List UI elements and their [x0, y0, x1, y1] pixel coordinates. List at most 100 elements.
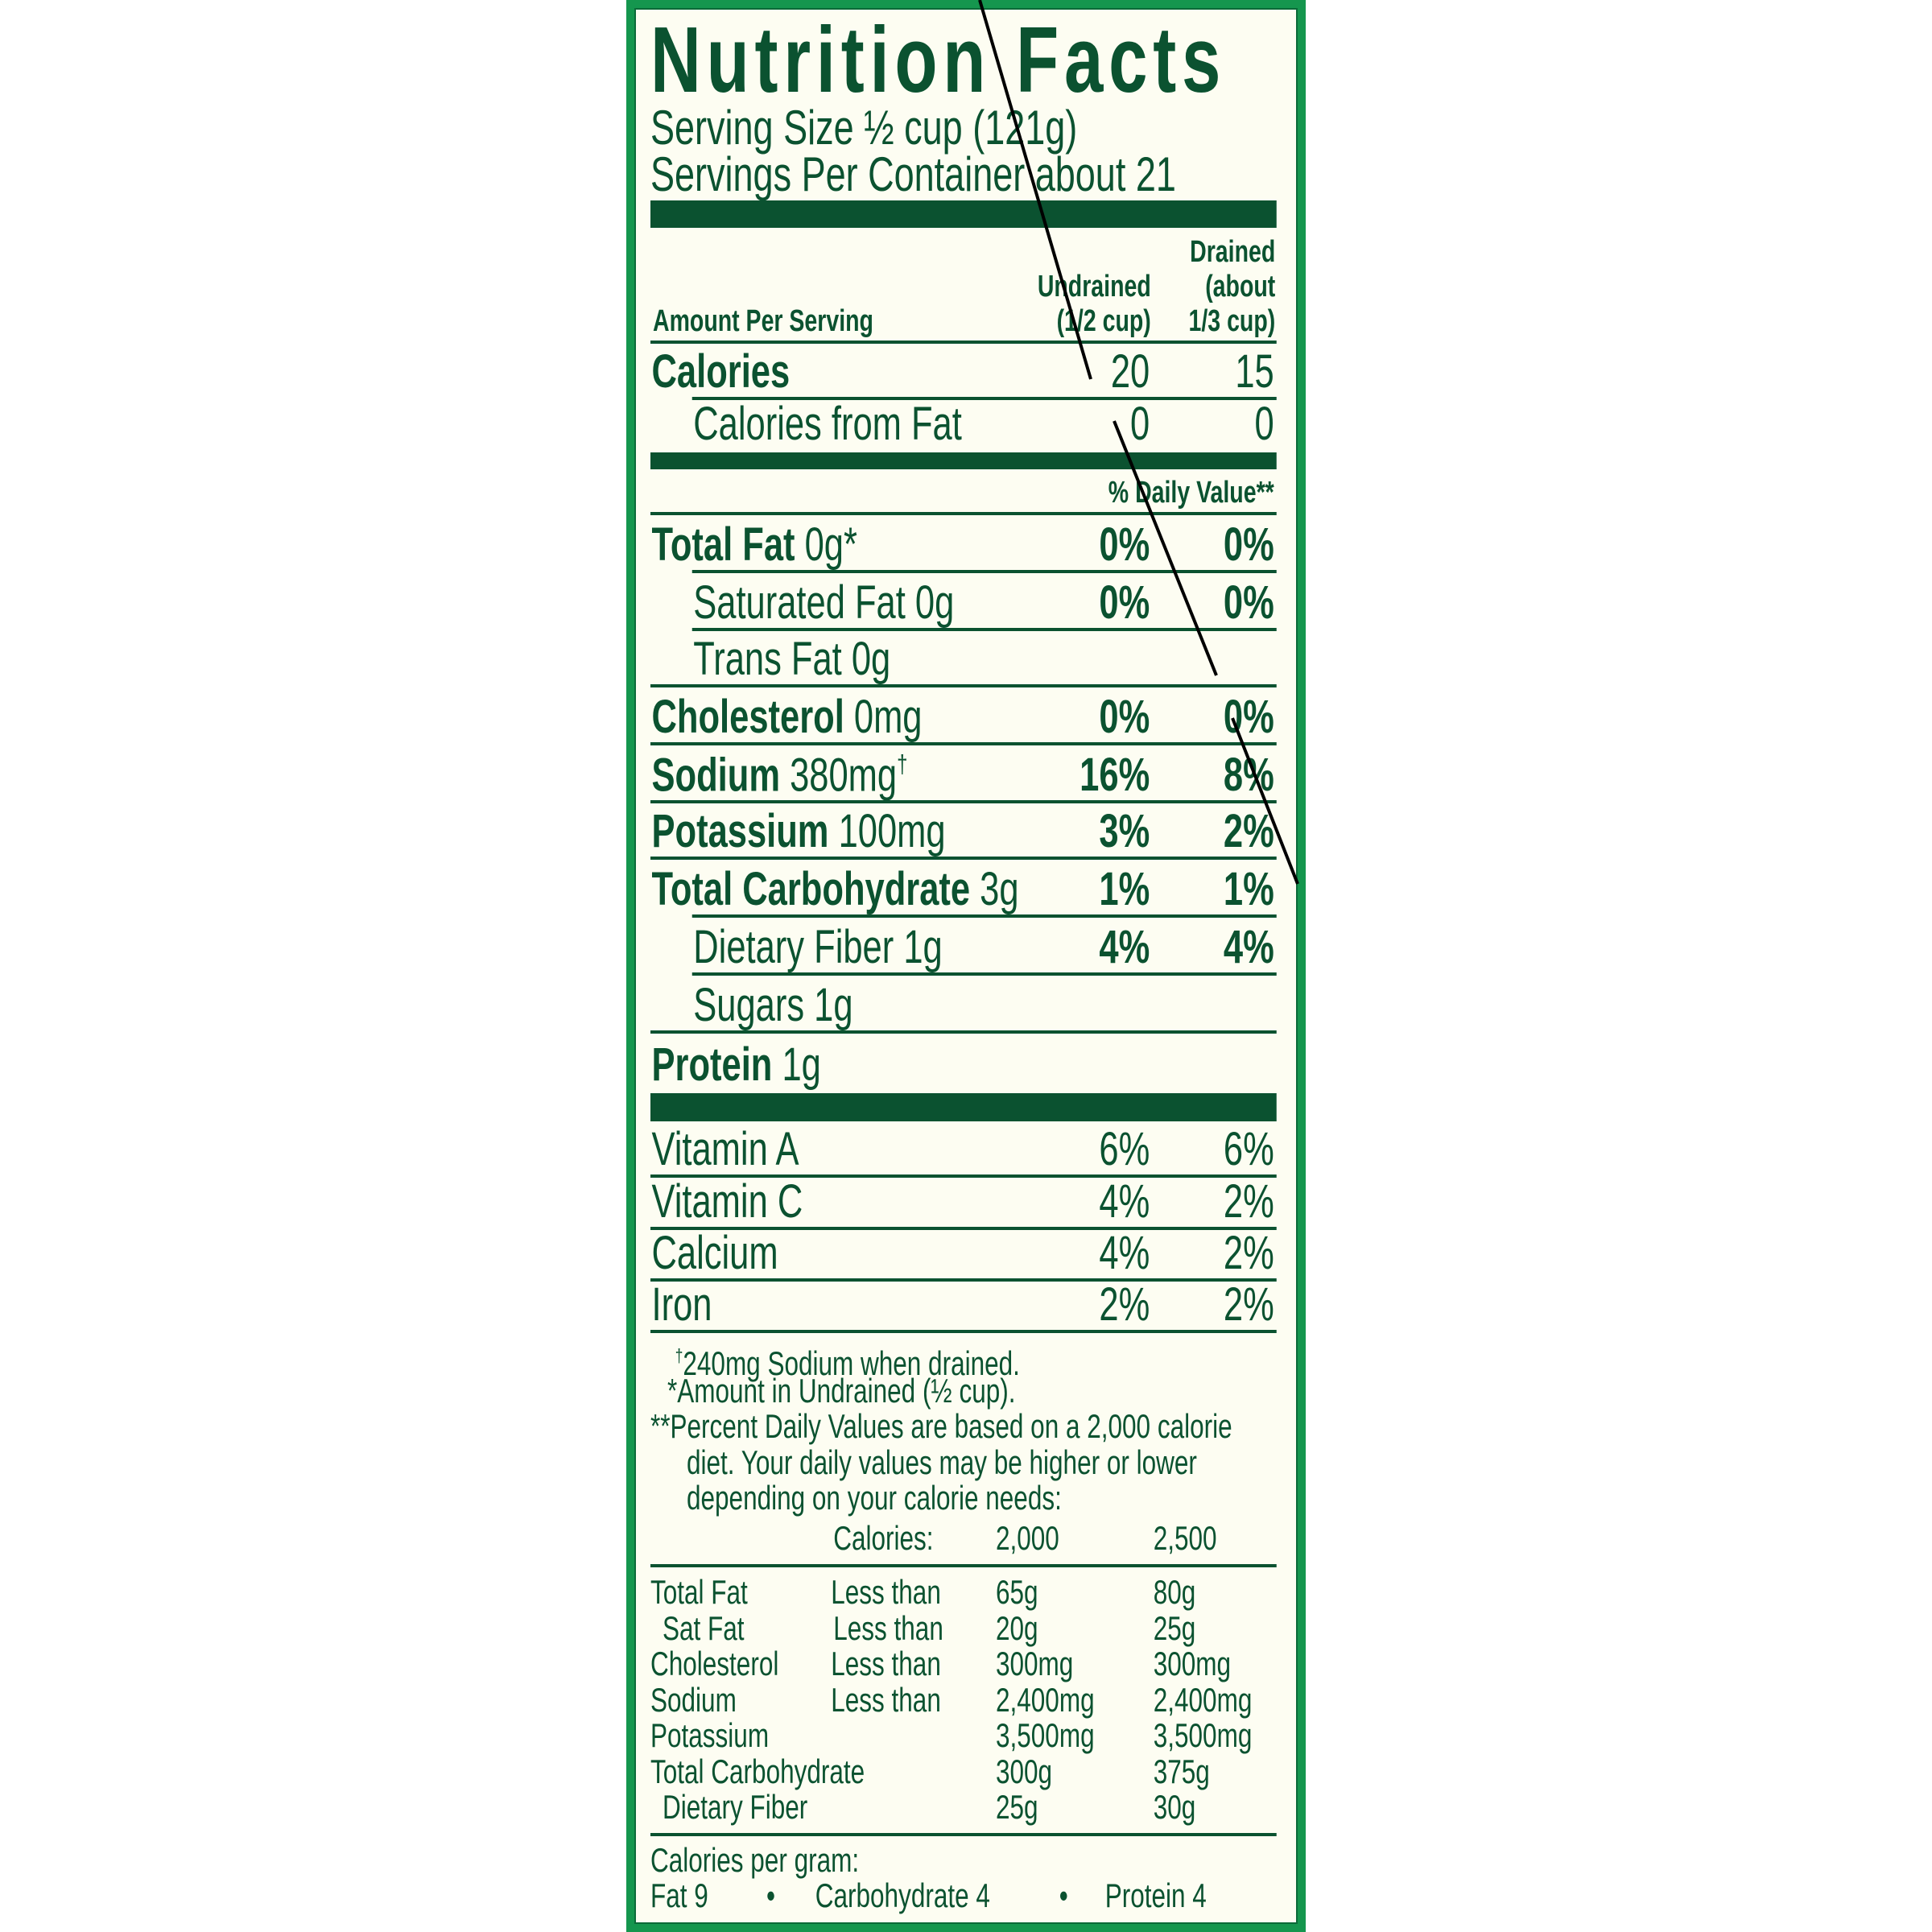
drained-value: 4% — [1223, 921, 1274, 973]
drained-value: 0% — [1223, 691, 1274, 743]
undrained-value: 0% — [1099, 518, 1150, 571]
nutrient-label: Sugars 1g — [693, 982, 852, 1029]
pdv-footnote-line: diet. Your daily values may be higher or… — [687, 1443, 1197, 1481]
divider — [650, 684, 1277, 687]
divider — [650, 742, 1277, 745]
undrained-value: 0% — [1099, 691, 1150, 743]
nutrient-amount: Vitamin C — [651, 1175, 803, 1228]
dv-2000-value: 25g — [996, 1788, 1038, 1826]
nutrient-row: Vitamin A 6% 6% — [650, 1121, 1277, 1178]
drained-value: 15 — [1235, 345, 1274, 398]
divider — [650, 1174, 1277, 1178]
undrained-value: 3% — [1099, 805, 1150, 857]
nutrient-amount: 0g* — [795, 518, 857, 571]
nutrient-row: Protein 1g — [650, 1034, 1277, 1093]
daily-value-header-row: % Daily Value** — [650, 469, 1277, 515]
fat-per-gram: Fat 9 — [650, 1876, 708, 1914]
pen-stroke — [978, 0, 1092, 380]
header-line: (about — [1205, 270, 1276, 303]
nutrient-row: Vitamin C 4% 2% — [650, 1178, 1277, 1230]
nutrient-label: Vitamin C — [652, 1179, 803, 1225]
nutrient-name: Protein — [651, 1038, 773, 1091]
divider — [650, 512, 1277, 515]
nutrient-amount: Calcium — [651, 1227, 778, 1279]
nutrient-row: Potassium 100mg 3% 2% — [650, 803, 1277, 860]
dv-nutrient: Sodium — [650, 1680, 737, 1719]
nutrient-label: Sodium 380mg† — [651, 749, 908, 801]
drained-value: 0% — [1223, 576, 1274, 629]
nutrient-amount: 1g — [772, 1038, 821, 1091]
serving-size: Serving Size ½ cup (121g) — [650, 101, 1078, 155]
undrained-value: 4% — [1099, 1175, 1150, 1228]
dv-nutrient: Cholesterol — [650, 1645, 779, 1682]
drained-column-header: Drained (about 1/3 cup) — [1189, 235, 1276, 339]
divider — [691, 397, 1277, 400]
nutrient-label: Protein 1g — [652, 1042, 821, 1088]
dv-qualifier: Less than — [831, 1645, 941, 1682]
header-line: Undrained — [1037, 270, 1151, 303]
nutrient-label: Iron — [652, 1282, 712, 1328]
nutrient-row: Trans Fat 0g — [650, 631, 1277, 687]
divider — [650, 1564, 1277, 1567]
nutrient-row: Cholesterol 0mg 0% 0% — [650, 687, 1277, 745]
sodium-footnote: †240mg Sodium when drained. — [675, 1338, 1020, 1381]
dv-qualifier: Less than — [833, 1608, 943, 1647]
carb-per-gram: Carbohydrate 4 — [815, 1876, 990, 1914]
header-line: Drained — [1190, 235, 1276, 269]
dv-2500-value: 3,500mg — [1153, 1716, 1253, 1754]
dv-2500-value: 30g — [1153, 1788, 1196, 1826]
dv-2000-value: 3,500mg — [996, 1716, 1095, 1754]
dv-2500-value: 300mg — [1153, 1645, 1232, 1682]
nutrient-amount: Trans Fat 0g — [693, 633, 891, 685]
dv-2000-value: 300mg — [996, 1645, 1074, 1682]
drained-value: 6% — [1223, 1123, 1274, 1175]
undrained-value: 4% — [1099, 1227, 1150, 1279]
dv-2500-value: 80g — [1153, 1573, 1196, 1611]
divider — [650, 1030, 1277, 1034]
drained-value: 1% — [1223, 863, 1274, 915]
drained-value: 2% — [1223, 805, 1274, 857]
nutrient-name: Total Fat — [651, 518, 795, 571]
nutrient-label: Potassium 100mg — [652, 808, 946, 855]
dv-nutrient: Total Carbohydrate — [650, 1752, 865, 1790]
nutrient-amount: 100mg — [828, 805, 946, 857]
undrained-value: 0% — [1099, 576, 1150, 629]
divider — [691, 570, 1277, 573]
drained-value: 2% — [1223, 1227, 1274, 1279]
nutrient-label: Total Carbohydrate 3g — [652, 866, 1019, 913]
amount-per-serving: Amount Per Serving — [653, 304, 873, 338]
label-title: Nutrition Facts — [650, 7, 1227, 112]
pen-stroke — [1113, 420, 1218, 676]
nutrient-amount: 380mg — [780, 749, 898, 801]
divider — [650, 800, 1277, 803]
nutrient-row: Sodium 380mg† 16% 8% — [650, 745, 1277, 803]
drained-value: 2% — [1223, 1175, 1274, 1228]
dv-nutrient: Potassium — [650, 1716, 770, 1754]
undrained-value: 4% — [1099, 921, 1150, 973]
calories-per-gram-label: Calories per gram: — [650, 1841, 860, 1879]
nutrient-label: Calories — [652, 349, 791, 395]
pdv-footnote-line: **Percent Daily Values are based on a 2,… — [650, 1407, 1232, 1445]
nutrient-row: Total Carbohydrate 3g 1% 1% — [650, 860, 1277, 918]
divider — [650, 1330, 1277, 1333]
nutrient-label: Calcium — [652, 1230, 778, 1277]
dv-2500-value: 375g — [1153, 1752, 1210, 1790]
nutrient-label: Cholesterol 0mg — [652, 694, 923, 741]
nutrient-name: Sodium — [651, 749, 781, 801]
nutrient-amount: Saturated Fat 0g — [693, 576, 955, 629]
dv-qualifier: Less than — [831, 1573, 941, 1611]
dv-2000-value: 300g — [996, 1752, 1053, 1790]
divider — [650, 857, 1277, 860]
nutrient-row: Calcium 4% 2% — [650, 1230, 1277, 1282]
nutrient-row: Total Fat 0g* 0% 0% — [650, 515, 1277, 573]
nutrient-row: Dietary Fiber 1g 4% 4% — [650, 918, 1277, 976]
nutrient-row: Calories 20 15 — [650, 344, 1277, 400]
divider — [650, 1833, 1277, 1836]
dagger: † — [675, 1345, 683, 1366]
drained-value: 0 — [1254, 398, 1274, 450]
protein-per-gram: Protein 4 — [1104, 1876, 1207, 1914]
undrained-value: 16% — [1080, 749, 1150, 801]
nutrient-amount: Iron — [651, 1278, 712, 1331]
nutrient-amount: Calories from Fat — [693, 398, 962, 450]
